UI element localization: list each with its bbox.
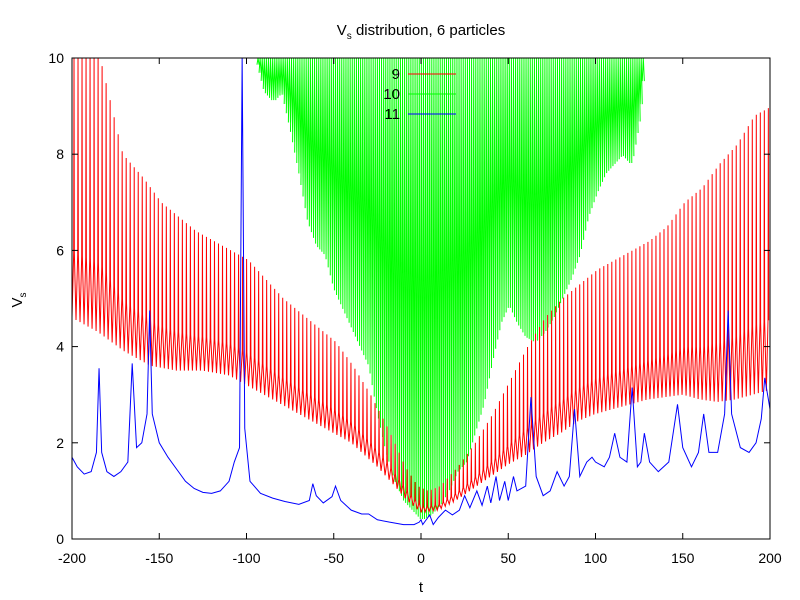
x-tick-label: 200 bbox=[758, 550, 782, 566]
y-tick-label: 2 bbox=[56, 435, 64, 451]
x-tick-label: -200 bbox=[58, 550, 86, 566]
legend-label: 11 bbox=[384, 106, 400, 123]
x-tick-label: 100 bbox=[584, 550, 608, 566]
legend: 9 10 11 bbox=[383, 66, 456, 123]
x-tick-label: 150 bbox=[671, 550, 695, 566]
y-tick-label: 6 bbox=[56, 242, 64, 258]
series-9-line bbox=[71, 57, 770, 514]
y-axis-label: Vs bbox=[9, 292, 29, 307]
legend-label: 9 bbox=[392, 66, 400, 83]
plot-frame bbox=[71, 57, 771, 540]
series-11-line bbox=[71, 57, 771, 526]
x-axis-label: t bbox=[419, 579, 424, 596]
x-tick-label: 50 bbox=[500, 550, 516, 566]
legend-label: 10 bbox=[383, 86, 400, 103]
x-tick-label: -100 bbox=[232, 550, 260, 566]
x-tick-label: -150 bbox=[145, 550, 173, 566]
x-tick-label: -50 bbox=[324, 550, 344, 566]
chart-title: Vs distribution, 6 particles bbox=[337, 22, 505, 42]
plot-series bbox=[71, 57, 771, 526]
x-tick-label: 0 bbox=[417, 550, 425, 566]
y-tick-label: 10 bbox=[48, 50, 64, 66]
y-tick-label: 0 bbox=[56, 531, 64, 547]
series-10-line bbox=[246, 57, 645, 519]
y-tick-label: 4 bbox=[56, 339, 64, 355]
ticks: -200 -150 -100 -50 0 50 100 150 200 0 2 4 6 8 10 bbox=[48, 50, 781, 566]
y-tick-label: 8 bbox=[56, 146, 64, 162]
